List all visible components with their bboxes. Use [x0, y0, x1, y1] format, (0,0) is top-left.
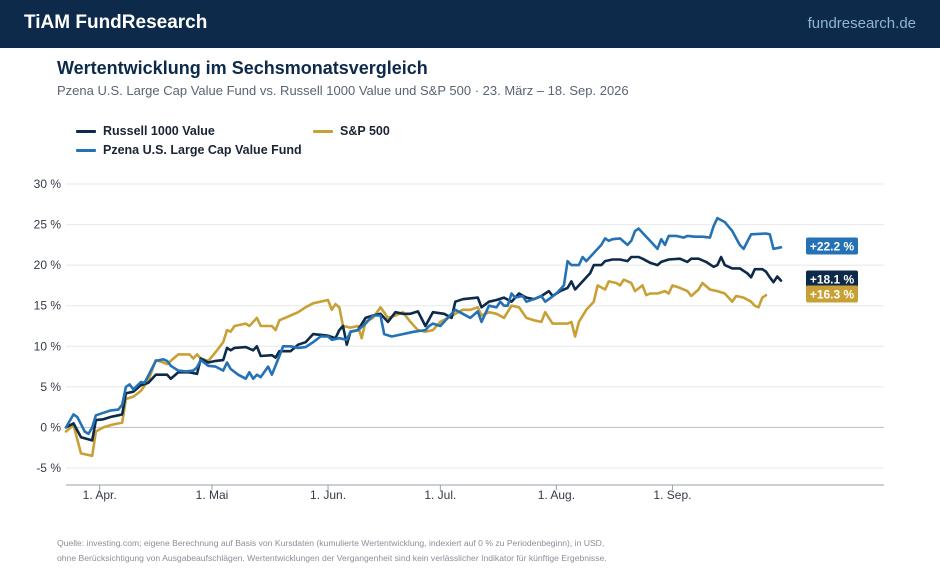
- legend-label-russell: Russell 1000 Value: [103, 124, 215, 138]
- y-tick-label: 25 %: [34, 218, 62, 232]
- legend-swatch-sp500: [313, 129, 333, 133]
- brand-logo-text[interactable]: TiAM FundResearch: [24, 12, 208, 33]
- y-tick-label: 0 %: [40, 420, 61, 434]
- x-tick-label: 1. Apr.: [83, 488, 117, 502]
- series-line-2: [64, 278, 768, 458]
- legend-item-pzena: Pzena U.S. Large Cap Value Fund: [76, 143, 302, 157]
- x-tick-label: 1. Jun.: [310, 488, 346, 502]
- footnote-line-1: Quelle: investing.com; eigene Berechnung…: [57, 538, 605, 548]
- chart-subtitle: Pzena U.S. Large Cap Value Fund vs. Russ…: [57, 83, 629, 98]
- legend-label-pzena: Pzena U.S. Large Cap Value Fund: [103, 143, 302, 157]
- legend-label-sp500: S&P 500: [340, 124, 390, 138]
- series-line-0: [64, 255, 783, 442]
- site-link[interactable]: fundresearch.de: [807, 15, 916, 32]
- legend-swatch-pzena: [76, 148, 96, 152]
- end-value-label: +16.3 %: [810, 288, 855, 302]
- end-label-box: [806, 237, 858, 255]
- chart-title: Wertentwicklung im Sechsmonatsvergleich: [57, 58, 428, 78]
- legend-swatch-russell: [76, 129, 96, 133]
- end-label-box: [806, 270, 858, 288]
- y-tick-label: -5 %: [36, 461, 61, 475]
- legend-item-sp500: S&P 500: [313, 124, 390, 138]
- x-tick-label: 1. Sep.: [653, 488, 691, 502]
- legend-item-russell: Russell 1000 Value: [76, 124, 215, 138]
- chart-legend: Russell 1000 Value S&P 500 Pzena U.S. La…: [76, 124, 476, 164]
- y-tick-label: 15 %: [34, 299, 62, 313]
- y-tick-label: 30 %: [34, 177, 62, 191]
- end-value-label: +18.1 %: [810, 273, 855, 287]
- y-tick-label: 20 %: [34, 258, 62, 272]
- x-tick-label: 1. Jul.: [424, 488, 456, 502]
- y-tick-label: 5 %: [40, 380, 61, 394]
- y-tick-label: 10 %: [34, 339, 62, 353]
- x-tick-label: 1. Mai: [196, 488, 229, 502]
- source-footnote: Quelle: investing.com; eigene Berechnung…: [57, 536, 607, 566]
- top-bar: TiAM FundResearch fundresearch.de: [0, 0, 940, 48]
- footnote-line-2: ohne Berücksichtigung von Ausgabeaufschl…: [57, 553, 607, 563]
- end-label-box: [806, 285, 858, 303]
- end-value-label: +22.2 %: [810, 240, 855, 254]
- x-tick-label: 1. Aug.: [538, 488, 575, 502]
- series-line-1: [64, 216, 783, 436]
